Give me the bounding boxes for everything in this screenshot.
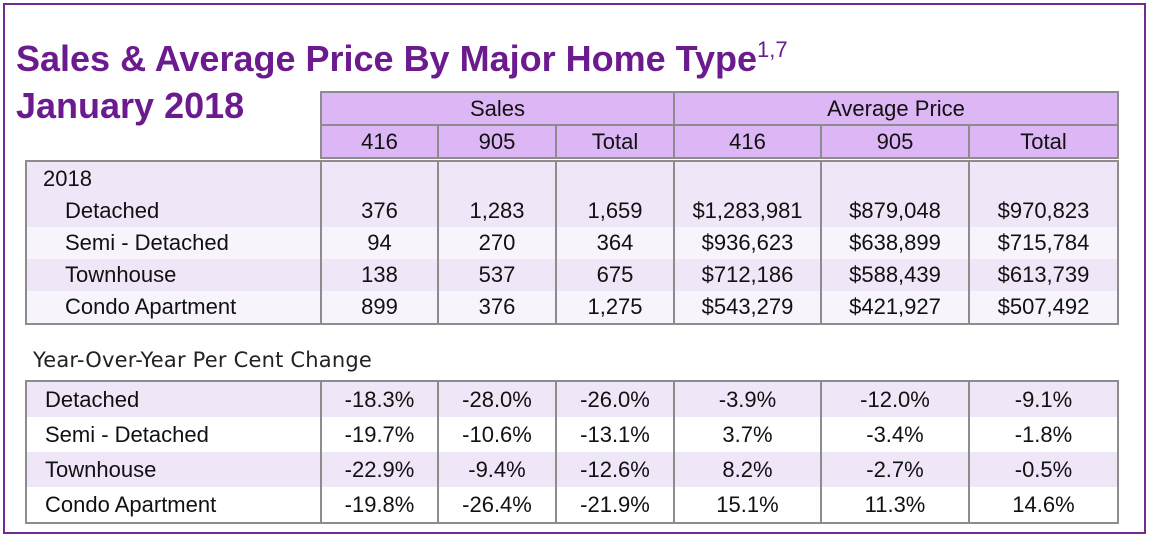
table-row: Condo Apartment 899 376 1,275 $543,279 $… <box>26 291 1118 324</box>
col-header-sales-total: Total <box>555 124 675 159</box>
cell: -26.0% <box>555 381 674 417</box>
cell: -1.8% <box>968 417 1118 452</box>
year-label: 2018 <box>26 161 321 195</box>
cell: -3.4% <box>820 417 969 452</box>
row-label: Detached <box>26 381 321 417</box>
cell: 376 <box>437 291 556 324</box>
group-header-sales: Sales <box>320 91 675 126</box>
page-subtitle: January 2018 <box>16 85 245 126</box>
cell: -0.5% <box>968 452 1118 487</box>
cell: $715,784 <box>968 227 1118 259</box>
cell: -26.4% <box>437 487 556 523</box>
year-row: 2018 <box>26 161 1118 195</box>
table-row: Semi - Detached -19.7% -10.6% -13.1% 3.7… <box>26 417 1118 452</box>
table-row: Townhouse 138 537 675 $712,186 $588,439 … <box>26 259 1118 291</box>
cell: 364 <box>555 227 674 259</box>
yoy-section-label: Year-Over-Year Per Cent Change <box>33 348 373 372</box>
cell: $970,823 <box>968 195 1118 227</box>
cell: 94 <box>320 227 438 259</box>
sales-2018-table: 2018 Detached 376 1,283 1,659 $1,283,981… <box>25 160 1119 325</box>
header-group-row: Sales Average Price <box>320 91 1119 126</box>
cell: -28.0% <box>437 381 556 417</box>
header-column-row: 416 905 Total 416 905 Total <box>320 124 1119 159</box>
cell: 1,275 <box>555 291 674 324</box>
cell: -12.0% <box>820 381 969 417</box>
col-header-price-905: 905 <box>820 124 970 159</box>
cell: -13.1% <box>555 417 674 452</box>
cell: 14.6% <box>968 487 1118 523</box>
cell: -21.9% <box>555 487 674 523</box>
cell: $613,739 <box>968 259 1118 291</box>
cell: 675 <box>555 259 674 291</box>
cell: 270 <box>437 227 556 259</box>
table-row: Condo Apartment -19.8% -26.4% -21.9% 15.… <box>26 487 1118 523</box>
cell: $543,279 <box>673 291 821 324</box>
row-label: Townhouse <box>26 259 321 291</box>
group-header-average-price: Average Price <box>673 91 1119 126</box>
cell: 11.3% <box>820 487 969 523</box>
cell: -12.6% <box>555 452 674 487</box>
row-label: Semi - Detached <box>26 227 321 259</box>
cell: $638,899 <box>820 227 969 259</box>
cell: 376 <box>320 195 438 227</box>
cell: 138 <box>320 259 438 291</box>
cell: $936,623 <box>673 227 821 259</box>
cell: -18.3% <box>320 381 438 417</box>
cell: $712,186 <box>673 259 821 291</box>
cell: $588,439 <box>820 259 969 291</box>
col-header-price-416: 416 <box>673 124 822 159</box>
column-header-table: Sales Average Price 416 905 Total 416 90… <box>320 91 1119 159</box>
row-label: Detached <box>26 195 321 227</box>
cell: 8.2% <box>673 452 821 487</box>
cell: $507,492 <box>968 291 1118 324</box>
cell: $1,283,981 <box>673 195 821 227</box>
cell: -19.8% <box>320 487 438 523</box>
title-footnote: 1,7 <box>756 37 788 62</box>
title-text: Sales & Average Price By Major Home Type <box>16 38 757 79</box>
cell: $879,048 <box>820 195 969 227</box>
table-row: Townhouse -22.9% -9.4% -12.6% 8.2% -2.7%… <box>26 452 1118 487</box>
col-header-sales-905: 905 <box>437 124 557 159</box>
yoy-change-table: Detached -18.3% -28.0% -26.0% -3.9% -12.… <box>25 380 1119 524</box>
row-label: Townhouse <box>26 452 321 487</box>
cell: -19.7% <box>320 417 438 452</box>
cell: 1,659 <box>555 195 674 227</box>
cell: -10.6% <box>437 417 556 452</box>
cell: $421,927 <box>820 291 969 324</box>
table-row: Detached -18.3% -28.0% -26.0% -3.9% -12.… <box>26 381 1118 417</box>
row-label: Condo Apartment <box>26 291 321 324</box>
cell: 15.1% <box>673 487 821 523</box>
cell: 537 <box>437 259 556 291</box>
table-row: Detached 376 1,283 1,659 $1,283,981 $879… <box>26 195 1118 227</box>
page-title: Sales & Average Price By Major Home Type… <box>16 30 788 79</box>
cell: -22.9% <box>320 452 438 487</box>
cell: 3.7% <box>673 417 821 452</box>
row-label: Condo Apartment <box>26 487 321 523</box>
cell: 1,283 <box>437 195 556 227</box>
table-row: Semi - Detached 94 270 364 $936,623 $638… <box>26 227 1118 259</box>
col-header-sales-416: 416 <box>320 124 439 159</box>
cell: -2.7% <box>820 452 969 487</box>
cell: -3.9% <box>673 381 821 417</box>
row-label: Semi - Detached <box>26 417 321 452</box>
cell: -9.1% <box>968 381 1118 417</box>
cell: -9.4% <box>437 452 556 487</box>
col-header-price-total: Total <box>968 124 1119 159</box>
cell: 899 <box>320 291 438 324</box>
